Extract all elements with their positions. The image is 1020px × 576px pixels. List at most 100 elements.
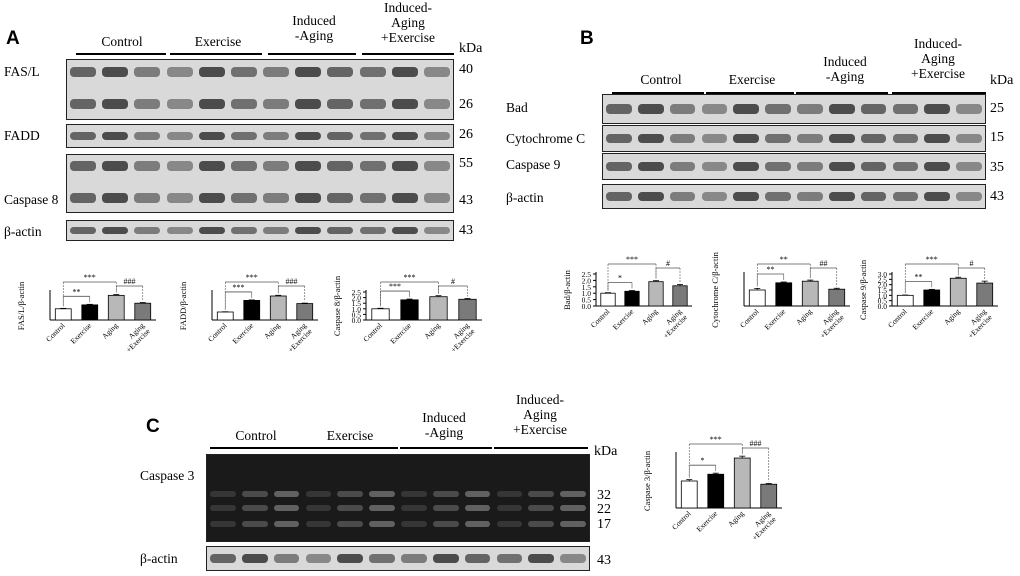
bar: [896, 294, 914, 307]
panel-a-group-line: [170, 53, 262, 55]
x-tick-label: Exercise: [69, 321, 94, 346]
bar: [216, 311, 234, 321]
sig-label: ###: [286, 277, 298, 286]
bar: [371, 308, 390, 321]
y-tick-label: 1.5: [878, 286, 888, 295]
y-tick-label: 1.0: [878, 291, 888, 300]
y-tick-label: 1.0: [582, 289, 592, 298]
sig-label: #: [970, 259, 974, 268]
x-tick-label: Aging: [640, 307, 660, 327]
x-tick-label: Control: [44, 321, 67, 344]
bar: [107, 294, 125, 321]
y-tick-label: 0.0: [582, 302, 592, 311]
caspase8-label: Caspase 8: [4, 192, 59, 207]
x-tick-label: Control: [589, 307, 612, 330]
x-tick-label: Exercise: [911, 307, 936, 332]
bar: [707, 473, 725, 509]
panel-a-actin-blot: [66, 220, 454, 241]
y-tick-label: 1.0: [352, 305, 362, 314]
caspase8-bar-chart: 0.00.51.01.52.02.5 Caspase 8/β-actin Contr…: [332, 273, 482, 355]
bar: [269, 295, 287, 321]
sig-label: **: [780, 255, 788, 264]
y-axis-label: Cytochrome C/β-actin: [710, 251, 720, 328]
bar: [976, 282, 994, 307]
panel-b-kda: kDa: [990, 73, 1014, 88]
caspase3-mw-22: 22: [597, 502, 611, 517]
bar: [923, 289, 941, 307]
panel-c-group-line: [400, 447, 492, 449]
panel-c-group-line: [210, 447, 304, 449]
x-tick-label: Aging+Exercise: [443, 321, 477, 355]
x-tick-label: Aging: [794, 307, 814, 327]
fasl-mw-40: 40: [459, 62, 473, 77]
bar: [775, 282, 793, 307]
panel-c-group-line: [304, 447, 398, 449]
panel-b-group-control: Control: [640, 72, 682, 87]
sig-label: ***: [233, 283, 245, 292]
bar: [243, 300, 261, 321]
y-axis-label: Caspase 9/β-actin: [858, 259, 868, 320]
panel-c-group-aging: Induced -Aging: [422, 410, 466, 440]
x-tick-label: Control: [206, 321, 229, 344]
caspase9-mw-35: 35: [990, 160, 1004, 175]
sig-label: ***: [389, 282, 401, 291]
bar: [949, 277, 967, 307]
panel-a-actin-mw-43: 43: [459, 223, 473, 238]
bad-bar-chart: 0.00.51.01.52.02.5 Bad/β-actin Control Exer…: [562, 255, 692, 340]
panel-a-actin-label: β-actin: [4, 224, 42, 239]
bar: [134, 302, 152, 321]
fadd-blot: [66, 124, 454, 148]
panel-a-group-aging: Induced -Aging: [292, 13, 336, 43]
bar: [648, 281, 664, 307]
caspase3-blot: [206, 454, 590, 542]
caspase3-mw-32: 32: [597, 488, 611, 503]
y-axis-label: Bad/β-actin: [562, 269, 572, 309]
bar: [296, 303, 314, 321]
bar: [748, 289, 766, 307]
y-tick-label: 2.0: [582, 276, 592, 285]
caspase9-blot: [602, 153, 986, 180]
sig-label: #: [666, 259, 670, 268]
fadd-mw-26: 26: [459, 127, 473, 142]
x-tick-label: Aging: [942, 307, 962, 327]
x-tick-label: Aging+Exercise: [961, 307, 995, 341]
bad-mw-25: 25: [990, 101, 1004, 116]
x-tick-label: Aging: [262, 321, 282, 341]
panel-b-actin-mw-43: 43: [990, 189, 1004, 204]
panel-b-group-line: [892, 92, 986, 94]
y-tick-label: 0.5: [352, 310, 362, 319]
x-tick-label: Control: [738, 307, 761, 330]
x-tick-label: Aging: [100, 321, 120, 341]
panel-b-actin-label: β-actin: [506, 190, 544, 205]
caspase3-bar-chart: Caspase 3/β-actin Control Exercise Aging Agi…: [642, 435, 782, 542]
x-tick-label: Aging+Exercise: [281, 321, 315, 355]
panel-a-letter: A: [6, 28, 20, 49]
y-tick-label: 3.0: [878, 270, 888, 279]
fasl-mw-26: 26: [459, 97, 473, 112]
sig-label: ##: [820, 259, 828, 268]
x-tick-label: Exercise: [388, 321, 413, 346]
panel-a-group-line: [76, 53, 166, 55]
sig-label: ***: [626, 255, 638, 264]
panel-a-group-line: [362, 53, 454, 55]
x-tick-label: Exercise: [611, 307, 636, 332]
y-tick-label: 0.0: [878, 302, 888, 311]
panel-b-group-line: [706, 92, 794, 94]
y-tick-label: 2.5: [582, 270, 592, 279]
panel-c-kda: kDa: [594, 444, 618, 459]
sig-label: ###: [124, 277, 136, 286]
fasl-blot: [66, 59, 454, 120]
sig-label: ***: [84, 273, 96, 282]
y-tick-label: 2.5: [878, 275, 888, 284]
y-axis-label: Caspase 3/β-actin: [642, 450, 652, 511]
panel-c-group-line: [494, 447, 588, 449]
fadd-bar-chart: FADD/β-actin Control Exercise Aging Aging+Ex…: [178, 273, 318, 355]
y-tick-label: 2.5: [352, 288, 362, 297]
y-tick-label: 0.0: [352, 316, 362, 325]
y-axis-label: FAS/L/β-actin: [16, 281, 26, 330]
bar: [760, 483, 778, 509]
x-tick-label: Control: [361, 321, 384, 344]
y-tick-label: 1.5: [352, 299, 362, 308]
caspase9-bar-chart: 0.00.51.01.52.02.53.0 Caspase 9/β-actin Co…: [858, 255, 998, 341]
sig-label: *: [618, 274, 622, 283]
